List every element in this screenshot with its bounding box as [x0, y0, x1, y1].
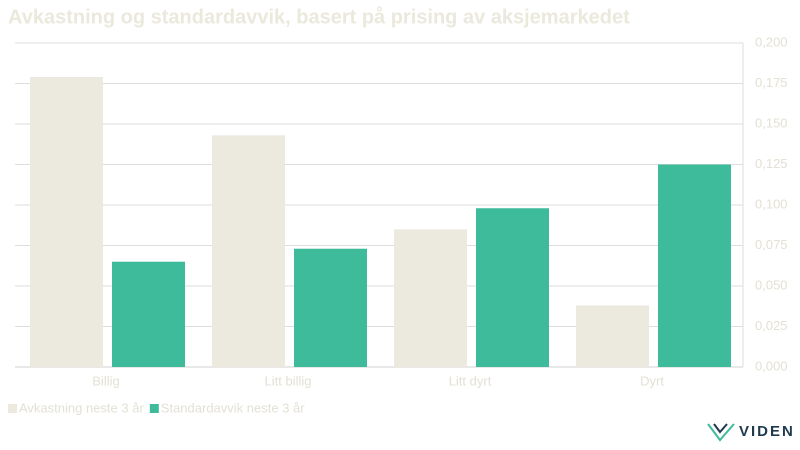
legend-label: Standardavvik neste 3 år — [161, 400, 305, 415]
x-tick-label: Litt dyrt — [449, 373, 492, 388]
bar — [658, 164, 731, 367]
logo-text: VIDEN — [739, 423, 795, 440]
legend-swatch — [149, 404, 159, 413]
legend-swatch — [8, 404, 17, 413]
y-tick-label: 0,050 — [755, 277, 788, 292]
bar — [30, 77, 103, 368]
chart-title: Avkastning og standardavvik, basert på p… — [8, 5, 630, 28]
logo-icon — [707, 423, 735, 442]
x-tick-label: Litt billig — [265, 373, 312, 388]
x-tick-label: Billig — [92, 373, 119, 388]
bar — [294, 248, 367, 367]
y-tick-label: 0,175 — [755, 75, 788, 90]
y-tick-label: 0,100 — [755, 196, 788, 211]
bar — [212, 135, 285, 367]
y-tick-label: 0,075 — [755, 237, 788, 252]
y-tick-label: 0,000 — [755, 358, 788, 373]
bar — [476, 208, 549, 367]
y-tick-label: 0,025 — [755, 318, 788, 333]
bar — [576, 305, 649, 367]
y-tick-label: 0,125 — [755, 156, 788, 171]
bar — [112, 261, 185, 367]
legend-label: Avkastning neste 3 år — [19, 400, 144, 415]
bar — [394, 229, 467, 367]
y-tick-label: 0,150 — [755, 115, 788, 130]
x-tick-label: Dyrt — [640, 373, 664, 388]
y-tick-label: 0,200 — [755, 34, 788, 49]
